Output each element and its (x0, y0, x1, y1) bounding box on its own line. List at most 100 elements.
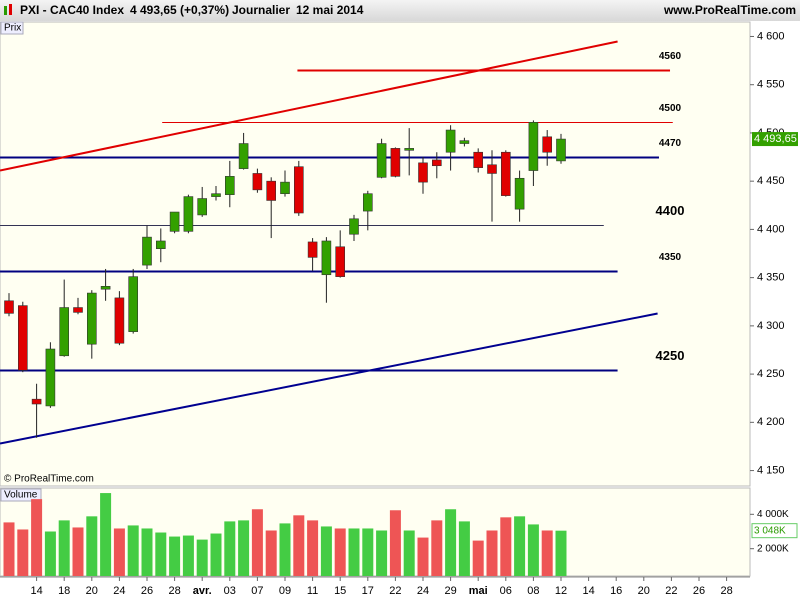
candle-body (293, 166, 304, 214)
candle-body (17, 305, 28, 371)
y-tick-label: 4 600 (757, 30, 785, 42)
volume-bar (265, 530, 277, 576)
date: 12 mai 2014 (296, 3, 364, 17)
y-tick-label: 4 550 (757, 79, 785, 91)
candle-body (100, 286, 111, 290)
y-tick-label: 4 450 (757, 175, 785, 187)
volume-bar (362, 528, 374, 576)
volume-bar (86, 516, 98, 576)
candle-body (473, 151, 484, 168)
candle-body (431, 159, 442, 167)
volume-bar (486, 530, 498, 576)
last-volume-box (751, 523, 798, 539)
candle-body (169, 211, 180, 232)
volume-bar (58, 520, 70, 576)
level-label: 4250 (656, 348, 685, 363)
candle-body (252, 173, 263, 191)
x-tick-label: 07 (251, 585, 263, 597)
candle-body (362, 193, 373, 212)
y-tick-label: 4 200 (757, 416, 785, 428)
icon (4, 6, 7, 15)
volume-bar (293, 515, 305, 576)
volume-bar (251, 509, 263, 576)
volume-bar (472, 540, 484, 576)
candle-body (376, 143, 387, 178)
volume-bar (127, 525, 139, 576)
candle-body (418, 162, 428, 183)
x-tick-label: 14 (582, 585, 594, 597)
level-label: 4560 (659, 51, 682, 62)
volume-bar (100, 493, 112, 576)
candle-body (459, 140, 470, 144)
volume-bar (320, 526, 332, 576)
x-tick-label: 22 (665, 585, 677, 597)
candle-body (280, 181, 290, 195)
volume-bar (555, 530, 567, 576)
x-tick-label: 28 (168, 585, 180, 597)
trend-line (0, 40, 618, 172)
volume-bar (196, 539, 208, 576)
x-tick-label: 12 (555, 585, 567, 597)
volume-bar (238, 520, 250, 576)
panel-tag (0, 488, 42, 502)
volume-bar (389, 510, 401, 576)
y-tick-label: 4 250 (757, 368, 785, 380)
volume-panel (0, 487, 751, 577)
candle-body (87, 292, 97, 345)
candle-body (114, 297, 125, 344)
candle-body (128, 276, 138, 332)
x-tick-label: 03 (224, 585, 236, 597)
copyright: © ProRealTime.com (4, 474, 94, 485)
x-tick-label: 14 (30, 585, 42, 597)
level-label: 4400 (656, 203, 685, 218)
candle-body (528, 122, 539, 171)
instrument: PXI - CAC40 Index (20, 3, 124, 17)
volume-bar (182, 535, 194, 576)
candle-body (197, 198, 207, 216)
last-price-box (752, 132, 798, 147)
volume-bar (527, 524, 539, 576)
x-tick-label: 08 (527, 585, 539, 597)
volume-bar (31, 499, 43, 576)
volume-bar (376, 530, 388, 576)
volume-bar (210, 533, 222, 576)
candle-body (321, 240, 332, 276)
level-label: 4500 (659, 103, 682, 114)
period: Journalier (232, 3, 290, 17)
x-tick-label: 16 (610, 585, 622, 597)
candle-body (59, 307, 70, 357)
candle-body (404, 148, 415, 151)
y-tick-label: 4 350 (757, 272, 785, 284)
volume-bar (431, 520, 443, 576)
candle-body (307, 241, 318, 258)
price-panel (0, 21, 751, 487)
x-tick-label: 29 (444, 585, 456, 597)
candle-body (514, 177, 525, 210)
x-tick-label: mai (469, 585, 488, 597)
volume-bar (72, 527, 84, 576)
volume-bar (500, 517, 512, 576)
x-tick-label: 20 (86, 585, 98, 597)
quote: 4 493,65 (+0,37%) (130, 3, 229, 17)
x-tick-label: 24 (113, 585, 125, 597)
x-tick-label: 18 (58, 585, 70, 597)
volume-bar (541, 530, 553, 576)
site: www.ProRealTime.com (663, 3, 796, 17)
candle-body (4, 300, 14, 314)
candle-body (73, 307, 83, 313)
x-tick-label: 11 (307, 585, 318, 597)
last-price: 4 493,65 (754, 133, 797, 145)
volume-bar (113, 528, 125, 576)
x-tick-label: 06 (500, 585, 512, 597)
candle-body (390, 148, 401, 177)
volume-bar (458, 521, 470, 576)
x-tick-label: 22 (389, 585, 401, 597)
volume-bar (141, 528, 153, 576)
icon (9, 4, 12, 15)
candle-body (225, 176, 235, 195)
volume-bar (403, 530, 415, 576)
candle-body (445, 129, 456, 153)
candle-body (238, 143, 249, 169)
x-tick-label: 26 (141, 585, 153, 597)
